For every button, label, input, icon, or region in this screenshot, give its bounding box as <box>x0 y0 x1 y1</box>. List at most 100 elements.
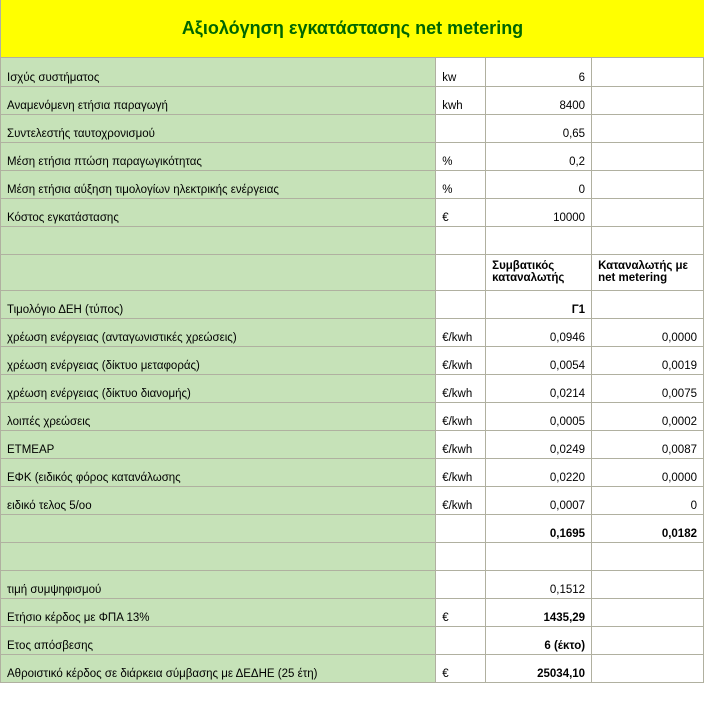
row-value-conventional: 1435,29 <box>486 598 592 626</box>
table-row: Τιμολόγιο ΔΕΗ (τύπος) Γ1 <box>1 290 704 318</box>
row-value-netmetering <box>592 598 704 626</box>
row-unit: % <box>436 170 486 198</box>
sheet-title: Αξιολόγηση εγκατάστασης net metering <box>1 0 704 58</box>
row-value-conventional: 0,0946 <box>486 318 592 346</box>
row-value-conventional: 0,0214 <box>486 374 592 402</box>
table-row <box>1 542 704 570</box>
row-label: Ετήσιο κέρδος με ΦΠΑ 13% <box>1 598 436 626</box>
row-value-netmetering: 0,0087 <box>592 430 704 458</box>
row-value-netmetering: 0,0002 <box>592 402 704 430</box>
row-unit: € <box>436 598 486 626</box>
row-value-conventional: 0,0220 <box>486 458 592 486</box>
row-value-conventional: Γ1 <box>486 290 592 318</box>
row-unit: €/kwh <box>436 374 486 402</box>
row-value-conventional: 6 <box>486 58 592 86</box>
table-row: λοιπές χρεώσεις€/kwh0,00050,0002 <box>1 402 704 430</box>
row-value-netmetering: 0 <box>592 486 704 514</box>
row-value-conventional: 0,0007 <box>486 486 592 514</box>
row-value-netmetering: 0,0019 <box>592 346 704 374</box>
row-value-conventional: 8400 <box>486 86 592 114</box>
row-label <box>1 226 436 254</box>
row-unit: € <box>436 654 486 682</box>
row-unit <box>436 514 486 542</box>
table-row <box>1 226 704 254</box>
row-label: Μέση ετήσια πτώση παραγωγικότητας <box>1 142 436 170</box>
table-row: Μέση ετήσια πτώση παραγωγικότητας%0,2 <box>1 142 704 170</box>
row-value-netmetering: 0,0182 <box>592 514 704 542</box>
data-table: Ισχύς συστήματοςkw6Αναμενόμενη ετήσια πα… <box>1 58 704 683</box>
row-unit: €/kwh <box>436 318 486 346</box>
row-value-conventional: Συμβατικός καταναλωτής <box>486 254 592 290</box>
row-value-netmetering <box>592 170 704 198</box>
row-unit <box>436 290 486 318</box>
row-value-conventional: 6 (έκτο) <box>486 626 592 654</box>
table-row: Ετος απόσβεσης 6 (έκτο) <box>1 626 704 654</box>
row-label: Τιμολόγιο ΔΕΗ (τύπος) <box>1 290 436 318</box>
row-label: τιμή συμψηφισμού <box>1 570 436 598</box>
row-label <box>1 542 436 570</box>
row-value-netmetering <box>592 142 704 170</box>
table-row: Συμβατικός καταναλωτήςΚαταναλωτής με net… <box>1 254 704 290</box>
row-value-conventional: 0,1512 <box>486 570 592 598</box>
row-label: Κόστος εγκατάστασης <box>1 198 436 226</box>
table-row: ειδικό τελος 5/οο€/kwh0,00070 <box>1 486 704 514</box>
row-label: χρέωση ενέργειας (ανταγωνιστικές χρεώσει… <box>1 318 436 346</box>
row-value-netmetering: 0,0000 <box>592 458 704 486</box>
row-value-conventional: 0,2 <box>486 142 592 170</box>
row-unit: kw <box>436 58 486 86</box>
row-value-conventional <box>486 542 592 570</box>
row-label: λοιπές χρεώσεις <box>1 402 436 430</box>
row-unit: €/kwh <box>436 402 486 430</box>
row-unit: €/kwh <box>436 430 486 458</box>
row-unit: € <box>436 198 486 226</box>
row-unit: €/kwh <box>436 346 486 374</box>
row-label: ΕΤΜΕΑΡ <box>1 430 436 458</box>
row-value-conventional: 0,0249 <box>486 430 592 458</box>
row-unit <box>436 570 486 598</box>
row-label: Ετος απόσβεσης <box>1 626 436 654</box>
row-unit: €/kwh <box>436 458 486 486</box>
row-value-netmetering: 0,0075 <box>592 374 704 402</box>
row-value-conventional: 0,0054 <box>486 346 592 374</box>
row-value-conventional: 0,1695 <box>486 514 592 542</box>
row-value-netmetering <box>592 570 704 598</box>
row-value-netmetering: 0,0000 <box>592 318 704 346</box>
row-value-netmetering: Καταναλωτής με net metering <box>592 254 704 290</box>
row-label: Αναμενόμενη ετήσια παραγωγή <box>1 86 436 114</box>
row-unit <box>436 114 486 142</box>
row-value-conventional: 0,0005 <box>486 402 592 430</box>
row-label: χρέωση ενέργειας (δίκτυο διανομής) <box>1 374 436 402</box>
table-row: Αθροιστικό κέρδος σε διάρκεια σύμβασης μ… <box>1 654 704 682</box>
row-label: ειδικό τελος 5/οο <box>1 486 436 514</box>
row-label: ΕΦΚ (ειδικός φόρος κατανάλωσης <box>1 458 436 486</box>
table-row: Ετήσιο κέρδος με ΦΠΑ 13%€1435,29 <box>1 598 704 626</box>
row-label: Ισχύς συστήματος <box>1 58 436 86</box>
table-row: τιμή συμψηφισμού 0,1512 <box>1 570 704 598</box>
row-unit: kwh <box>436 86 486 114</box>
row-value-netmetering <box>592 198 704 226</box>
evaluation-sheet: Αξιολόγηση εγκατάστασης net metering Ισχ… <box>0 0 704 683</box>
row-label: Αθροιστικό κέρδος σε διάρκεια σύμβασης μ… <box>1 654 436 682</box>
row-unit <box>436 226 486 254</box>
row-label <box>1 254 436 290</box>
table-row: χρέωση ενέργειας (δίκτυο μεταφοράς)€/kwh… <box>1 346 704 374</box>
row-unit <box>436 254 486 290</box>
table-row: Αναμενόμενη ετήσια παραγωγήkwh8400 <box>1 86 704 114</box>
table-row: ΕΤΜΕΑΡ€/kwh0,02490,0087 <box>1 430 704 458</box>
row-value-netmetering <box>592 290 704 318</box>
row-unit <box>436 626 486 654</box>
row-value-netmetering <box>592 86 704 114</box>
row-label: χρέωση ενέργειας (δίκτυο μεταφοράς) <box>1 346 436 374</box>
row-label <box>1 514 436 542</box>
row-value-netmetering <box>592 58 704 86</box>
table-row: χρέωση ενέργειας (δίκτυο διανομής)€/kwh0… <box>1 374 704 402</box>
table-row: χρέωση ενέργειας (ανταγωνιστικές χρεώσει… <box>1 318 704 346</box>
table-row: Ισχύς συστήματοςkw6 <box>1 58 704 86</box>
table-row: Συντελεστής ταυτοχρονισμού0,65 <box>1 114 704 142</box>
row-value-conventional: 25034,10 <box>486 654 592 682</box>
row-label: Μέση ετήσια αύξηση τιμολογίων ηλεκτρικής… <box>1 170 436 198</box>
row-value-netmetering <box>592 542 704 570</box>
table-row: Κόστος εγκατάστασης€10000 <box>1 198 704 226</box>
table-row: ΕΦΚ (ειδικός φόρος κατανάλωσης€/kwh0,022… <box>1 458 704 486</box>
row-value-netmetering <box>592 226 704 254</box>
